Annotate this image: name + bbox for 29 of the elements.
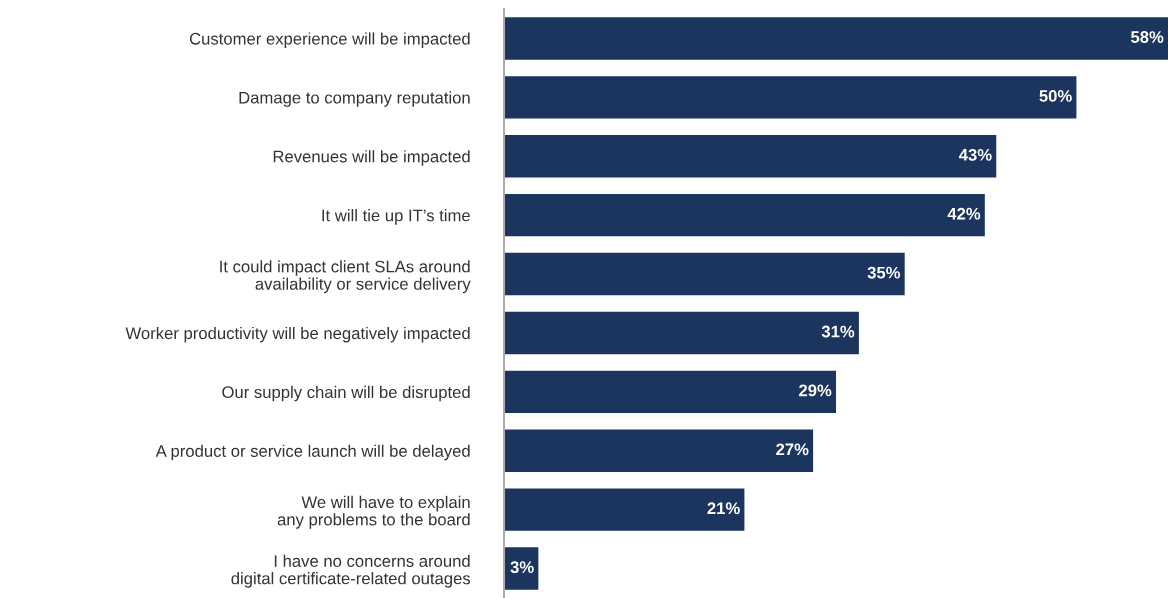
bar [504, 311, 859, 355]
bar [504, 488, 745, 531]
data-label: 58% [1130, 31, 1164, 43]
data-label: 29% [799, 384, 832, 397]
y-tick-label: It could impact client SLAs around availability or service delivery [220, 260, 471, 294]
data-label: 27% [776, 443, 809, 456]
data-label: 35% [867, 266, 901, 279]
bar [504, 193, 985, 237]
y-tick-label: It will tie up IT’s time [322, 209, 470, 225]
data-label: 50% [1039, 90, 1072, 102]
bar [504, 135, 997, 178]
data-label: 21% [707, 502, 740, 515]
y-tick-label: We will have to explain any problems to the board [277, 495, 470, 529]
bar [504, 370, 836, 414]
bar [504, 17, 1168, 60]
bar [504, 76, 1077, 119]
y-tick-label: Revenues will be impacted [273, 150, 470, 166]
data-label: 42% [947, 207, 981, 220]
data-label: 3% [510, 561, 534, 574]
data-label: 31% [821, 325, 855, 338]
y-tick-label: Worker productivity will be negatively impacted [125, 326, 470, 343]
bar [504, 252, 905, 296]
y-tick-label: A product or service launch will be delayed [155, 444, 470, 461]
y-tick-label: Customer experience will be impacted [189, 32, 470, 48]
y-tick-label: Damage to company reputation [239, 91, 470, 107]
y-tick-label: Our supply chain will be disrupted [222, 385, 470, 402]
y-tick-label: I have no concerns around digital certificate-related outages [231, 554, 471, 588]
bar [504, 429, 814, 472]
data-label: 43% [959, 148, 992, 161]
